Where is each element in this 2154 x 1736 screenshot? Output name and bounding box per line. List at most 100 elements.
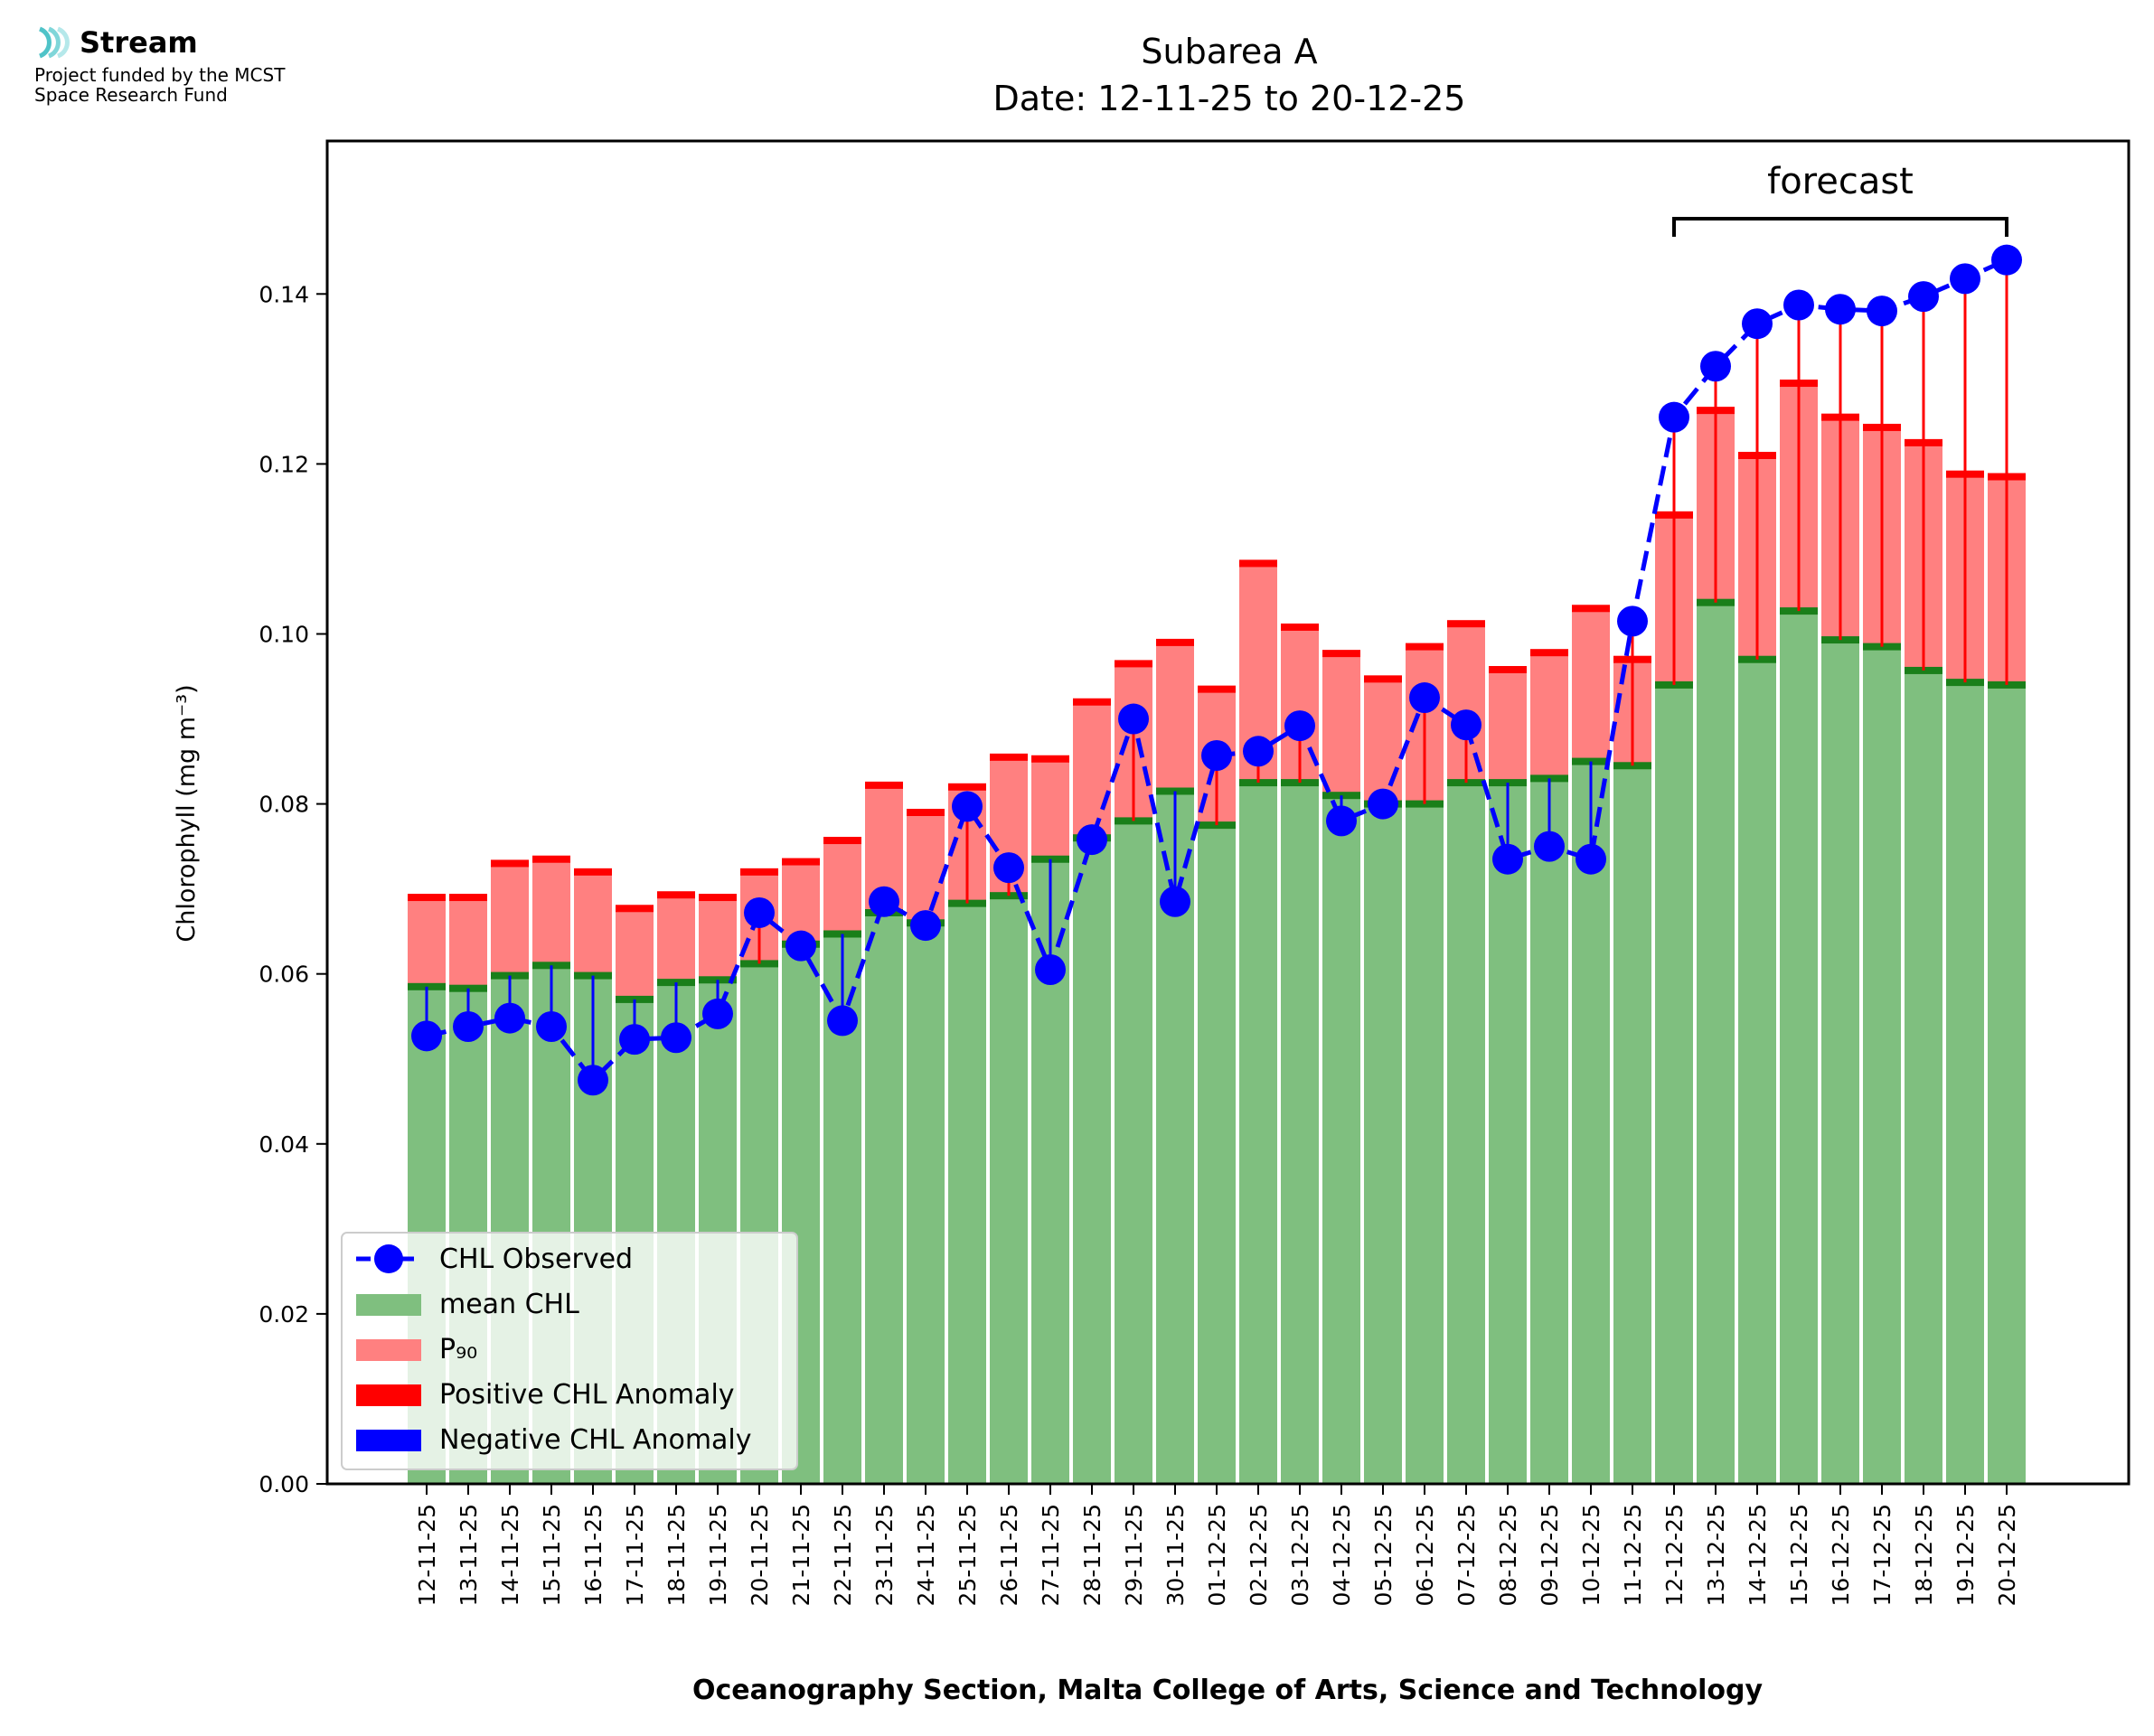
x-tick-label: 09-12-25 xyxy=(1537,1504,1563,1606)
mean-chl-bar xyxy=(1821,640,1859,1484)
mean-chl-bar xyxy=(948,903,986,1484)
p90-cap xyxy=(907,809,945,816)
legend-observed-marker xyxy=(374,1244,403,1273)
x-tick-label: 10-12-25 xyxy=(1578,1504,1604,1606)
chart-subtitle: Date: 12-11-25 to 20-12-25 xyxy=(993,79,1466,118)
p90-cap xyxy=(1447,620,1485,628)
mean-chl-bar xyxy=(1863,646,1901,1484)
observed-point xyxy=(494,1002,525,1034)
x-tick-label: 22-11-25 xyxy=(830,1504,856,1606)
x-tick-label: 19-11-25 xyxy=(705,1504,731,1606)
x-tick-label: 15-11-25 xyxy=(539,1504,565,1606)
observed-point xyxy=(1825,294,1856,325)
x-tick-label: 13-12-25 xyxy=(1703,1504,1729,1606)
x-tick-label: 26-11-25 xyxy=(996,1504,1022,1606)
observed-point xyxy=(1118,703,1149,735)
observed-point xyxy=(578,1065,608,1096)
observed-point xyxy=(702,998,733,1029)
mean-chl-bar xyxy=(1322,795,1360,1484)
mean-chl-bar xyxy=(1239,783,1277,1484)
mean-chl-bar xyxy=(1447,783,1485,1484)
observed-point xyxy=(869,886,899,917)
forecast-label: forecast xyxy=(1767,161,1914,202)
p90-cap xyxy=(1406,643,1444,651)
x-tick-label: 25-11-25 xyxy=(955,1504,981,1606)
observed-point xyxy=(1700,351,1731,382)
x-tick-label: 16-12-25 xyxy=(1828,1504,1854,1606)
y-axis: 0.00 0.02 0.04 0.06 0.08 0.10 0.12 0.14 xyxy=(259,281,327,1497)
x-tick-label: 06-12-25 xyxy=(1412,1504,1438,1606)
p90-cap xyxy=(1198,685,1236,693)
p90-cap xyxy=(1073,698,1111,706)
p90-cap xyxy=(574,868,612,876)
anomaly-layer xyxy=(425,259,2008,1081)
observed-point xyxy=(1991,244,2022,276)
observed-point xyxy=(1201,739,1232,771)
legend-label: mean CHL xyxy=(439,1289,579,1320)
x-tick-label: 12-12-25 xyxy=(1661,1504,1688,1606)
logo-funding-line-1: Project funded by the MCST xyxy=(34,64,286,86)
observed-point xyxy=(619,1024,650,1056)
legend-swatch xyxy=(356,1384,421,1406)
y-tick-label: 0.06 xyxy=(259,962,309,988)
logo-brand-name: Stream xyxy=(80,25,198,60)
mean-chl-bar xyxy=(1738,659,1776,1484)
observed-point xyxy=(411,1020,442,1052)
observed-point xyxy=(993,852,1024,884)
observed-point xyxy=(1742,308,1773,340)
observed-point xyxy=(1451,709,1481,741)
x-axis: 12-11-25 13-11-25 14-11-25 15-11-25 16-11-25… xyxy=(414,1484,2020,1606)
x-tick-label: 02-12-25 xyxy=(1246,1504,1272,1606)
mean-chl-bar xyxy=(1364,803,1402,1484)
observed-point xyxy=(536,1011,567,1043)
x-tick-label: 05-12-25 xyxy=(1370,1504,1397,1606)
observed-point xyxy=(785,930,816,962)
p90-cap xyxy=(408,894,446,902)
observed-point xyxy=(1160,886,1190,917)
observed-point xyxy=(910,910,941,942)
x-tick-label: 13-11-25 xyxy=(456,1504,482,1606)
observed-point xyxy=(1534,830,1565,862)
observed-point xyxy=(1576,843,1606,875)
x-tick-label: 01-12-25 xyxy=(1204,1504,1230,1606)
forecast-annotation: forecast xyxy=(1672,161,2008,237)
mean-chl-bar xyxy=(1281,783,1319,1484)
observed-point xyxy=(1492,843,1523,875)
y-tick-label: 0.08 xyxy=(259,792,309,818)
x-tick-label: 12-11-25 xyxy=(414,1504,440,1606)
y-tick-label: 0.04 xyxy=(259,1131,309,1158)
mean-chl-bar xyxy=(1073,838,1111,1484)
y-tick-label: 0.02 xyxy=(259,1301,309,1328)
mean-chl-bar xyxy=(1530,778,1568,1484)
legend-label: CHL Observed xyxy=(439,1243,633,1275)
p90-cap xyxy=(616,905,654,913)
y-axis-label: Chlorophyll (mg m⁻³) xyxy=(173,684,201,942)
legend-swatch xyxy=(356,1339,421,1361)
p90-cap xyxy=(782,858,820,866)
legend-swatch xyxy=(356,1294,421,1316)
y-tick-label: 0.14 xyxy=(259,281,309,307)
x-tick-label: 17-12-25 xyxy=(1869,1504,1895,1606)
p90-cap xyxy=(1156,638,1194,646)
mean-chl-bar xyxy=(1115,821,1152,1484)
observed-point xyxy=(1617,605,1648,637)
observed-point xyxy=(827,1005,858,1037)
stream-wave-icon xyxy=(38,26,70,59)
observed-point xyxy=(1950,263,1980,295)
x-axis-label: Oceanography Section, Malta College of A… xyxy=(692,1675,1764,1706)
x-tick-label: 07-12-25 xyxy=(1453,1504,1480,1606)
mean-chl-bar xyxy=(1780,611,1818,1484)
x-tick-label: 18-11-25 xyxy=(663,1504,690,1606)
forecast-bracket xyxy=(1672,217,2008,237)
p90-cap xyxy=(1530,649,1568,657)
observed-point xyxy=(1077,824,1107,856)
p90-cap xyxy=(491,859,529,868)
p90-cap xyxy=(740,868,778,876)
observed-point xyxy=(1326,805,1357,837)
y-tick-label: 0.10 xyxy=(259,621,309,647)
y-tick-label: 0.00 xyxy=(259,1471,309,1497)
p90-cap xyxy=(1364,675,1402,683)
p90-cap xyxy=(1031,755,1069,763)
mean-chl-bar xyxy=(1946,682,1984,1484)
